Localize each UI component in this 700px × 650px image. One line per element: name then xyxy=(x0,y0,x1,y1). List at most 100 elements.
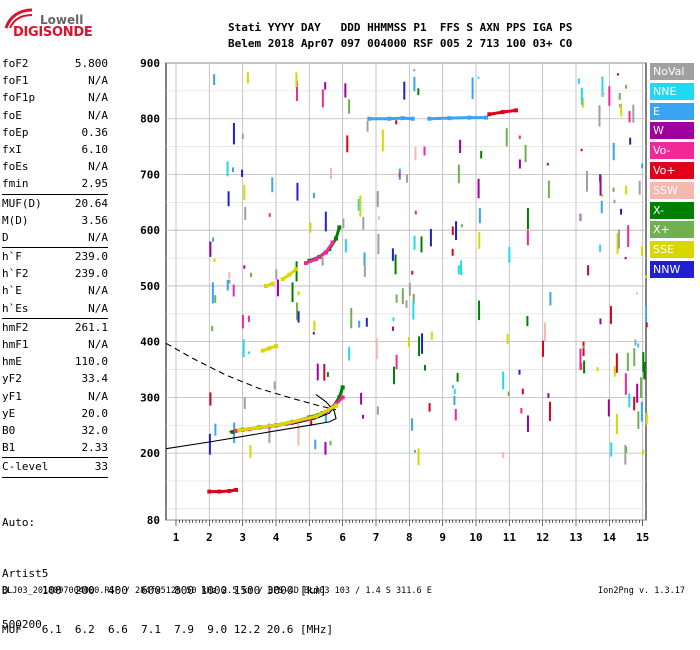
trace-segment xyxy=(324,241,334,254)
param-name: foEp xyxy=(2,125,29,139)
param-name: D xyxy=(2,230,9,244)
x-tick-label: 10 xyxy=(469,531,482,544)
echo-streak xyxy=(632,104,635,123)
echo-streak xyxy=(601,193,604,198)
echo-streak xyxy=(213,258,216,262)
echo-streak xyxy=(243,397,246,410)
y-tick-label: 500 xyxy=(140,280,160,293)
trace-segment xyxy=(337,386,345,398)
echo-streak xyxy=(518,159,521,169)
echo-streak xyxy=(628,393,631,408)
param-name: hmF1 xyxy=(2,338,29,351)
echo-streak xyxy=(633,396,636,411)
echo-streak xyxy=(518,369,521,375)
echo-streak xyxy=(645,322,648,328)
echo-streak xyxy=(295,81,298,101)
echo-streak xyxy=(626,352,629,371)
echo-streak xyxy=(412,300,415,320)
echo-streak xyxy=(518,135,521,139)
echo-streak xyxy=(610,442,613,457)
trace-segment xyxy=(288,268,297,276)
param-value: N/A xyxy=(88,91,108,105)
echo-streak xyxy=(378,216,381,220)
plot-frame xyxy=(165,62,647,521)
echo-streak xyxy=(231,167,234,173)
echo-streak xyxy=(460,260,463,276)
param-name: h`Es xyxy=(2,301,29,315)
echo-streak xyxy=(310,420,313,426)
echo-streak xyxy=(344,239,347,253)
echo-streak xyxy=(640,401,643,422)
echo-streak xyxy=(478,208,481,224)
echo-streak xyxy=(596,367,599,372)
echo-streak xyxy=(326,372,329,377)
param-name: hmE xyxy=(2,355,22,369)
param-value: 32.0 xyxy=(81,423,109,437)
echo-streak xyxy=(548,401,551,421)
echo-streak xyxy=(587,265,590,276)
echo-streak xyxy=(297,291,300,296)
echo-streak xyxy=(625,185,628,195)
legend-item: NNW xyxy=(650,260,694,278)
echo-streak xyxy=(613,199,616,204)
param-value: 2.95 xyxy=(81,177,109,191)
echo-streak xyxy=(395,354,398,370)
echo-streak xyxy=(617,229,620,249)
echo-streak xyxy=(411,270,414,275)
echo-streak xyxy=(546,162,549,166)
echo-streak xyxy=(413,235,416,250)
trace-segment xyxy=(305,257,317,265)
param-value: N/A xyxy=(88,284,108,298)
param-value: N/A xyxy=(88,389,108,403)
echo-streak xyxy=(641,449,644,455)
y-tick-label: 700 xyxy=(140,168,160,181)
param-value: N/A xyxy=(88,160,108,174)
trace-segment xyxy=(262,346,270,352)
muf-table: D 100 200 400 600 800 1000 1500 3000 [km… xyxy=(2,558,333,649)
echo-streak xyxy=(226,279,229,291)
echo-streak xyxy=(629,137,632,145)
param-name: B0 xyxy=(2,423,16,437)
echo-streak xyxy=(377,233,380,255)
echo-streak xyxy=(350,307,353,329)
echo-streak xyxy=(428,403,431,412)
echo-streak xyxy=(247,315,250,322)
echo-streak xyxy=(214,423,217,436)
echo-streak xyxy=(598,105,601,127)
echo-streak xyxy=(637,343,640,348)
echo-streak xyxy=(521,388,524,395)
echo-streak xyxy=(358,320,361,328)
echo-streak xyxy=(342,218,345,229)
echo-streak xyxy=(321,257,324,266)
echo-streak xyxy=(430,331,433,340)
echo-streak xyxy=(582,345,585,349)
param-row: C-level 33 xyxy=(2,457,108,475)
param-name: foF1p xyxy=(2,91,36,105)
echo-streak xyxy=(312,192,315,199)
echo-streak xyxy=(582,341,585,357)
echo-streak xyxy=(211,282,214,304)
param-row: h`F 239.0 xyxy=(2,247,108,265)
echo-streak xyxy=(330,167,333,180)
echo-streak xyxy=(645,305,648,324)
echo-streak xyxy=(227,191,230,207)
y-tick-label: 80 xyxy=(147,514,160,527)
echo-streak xyxy=(316,363,319,381)
echo-streak xyxy=(417,88,420,96)
echo-streak xyxy=(453,395,456,406)
legend-item: NoVal xyxy=(650,63,694,80)
param-value: 2.33 xyxy=(81,441,109,455)
echo-streak xyxy=(366,120,369,132)
echo-streak xyxy=(297,311,300,323)
legend: NoVal NNE E W Vo- Vo+ SSW X- X+ SSE NNW xyxy=(650,63,694,281)
param-value: 33 xyxy=(94,460,108,474)
echo-streak xyxy=(271,177,274,193)
echo-streak xyxy=(413,69,416,72)
echo-streak xyxy=(645,412,648,425)
param-row: yF1 N/A xyxy=(2,388,108,405)
echo-streak xyxy=(248,351,251,354)
echo-streak xyxy=(624,373,627,395)
param-value: 239.0 xyxy=(74,267,108,281)
echo-streak xyxy=(360,392,363,405)
echo-streak xyxy=(392,317,395,322)
